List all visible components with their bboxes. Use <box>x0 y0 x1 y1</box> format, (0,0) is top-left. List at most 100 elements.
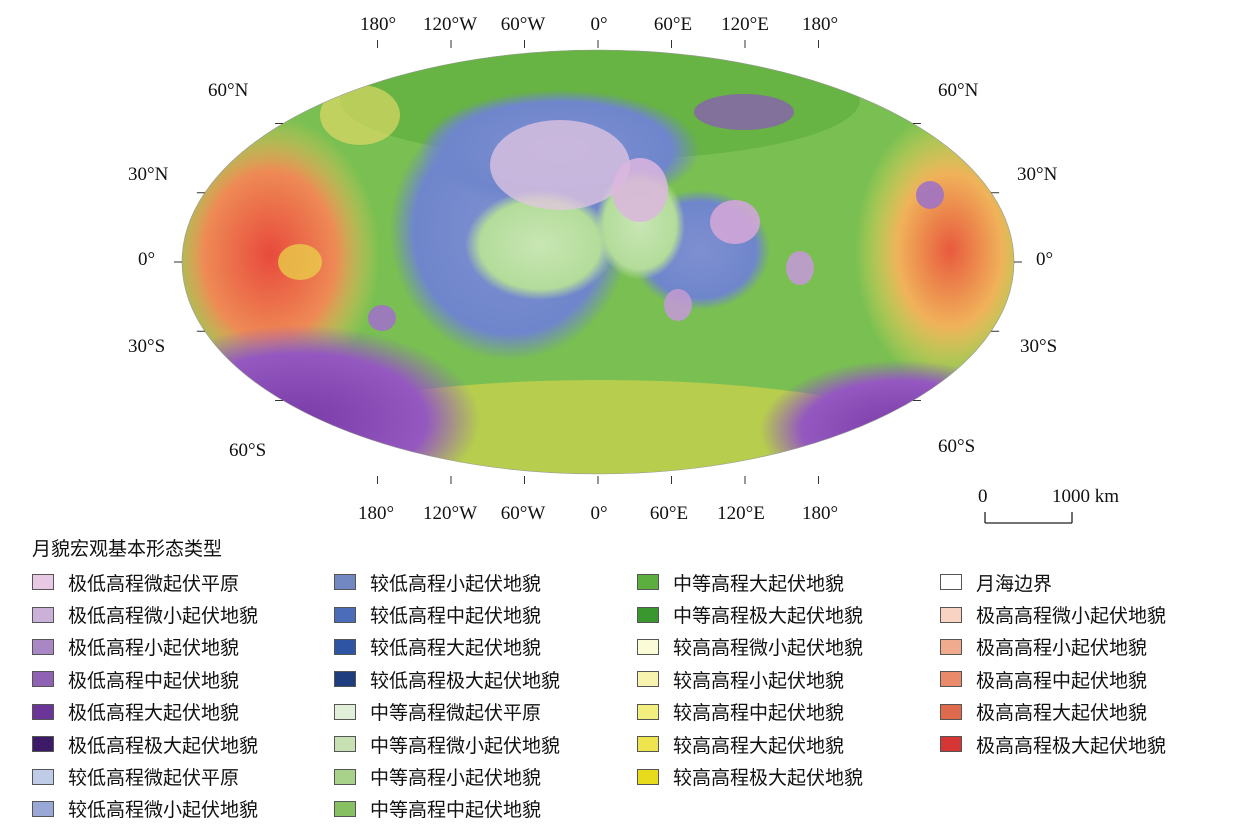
legend-swatch <box>637 606 659 623</box>
mare-smythii <box>786 251 814 285</box>
legend-swatch <box>32 638 54 655</box>
legend-swatch <box>940 606 962 623</box>
legend-swatch <box>334 606 356 623</box>
legend-swatch <box>334 638 356 655</box>
legend-title: 月貌宏观基本形态类型 <box>32 538 223 560</box>
legend-swatch <box>32 606 54 623</box>
legend-swatch <box>32 671 54 688</box>
north-west-highland <box>320 85 400 145</box>
left-lat-label: 60°N <box>208 80 249 101</box>
legend-swatch <box>637 574 659 591</box>
legend-swatch <box>940 671 962 688</box>
legend: 极低高程微起伏平原 极低高程微小起伏地貌 极低高程小起伏地貌 极低高程中起伏地貌 极低高… <box>32 566 1232 826</box>
legend-swatch <box>334 671 356 688</box>
legend-label: 极低高程微小起伏地貌 <box>68 605 259 628</box>
legend-label: 较低高程小起伏地貌 <box>370 572 542 595</box>
legend-label: 中等高程大起伏地貌 <box>673 572 845 595</box>
legend-label: 月海边界 <box>976 572 1053 595</box>
legend-item: 中等高程极大起伏地貌 <box>637 598 863 630</box>
farside-highland-west <box>182 115 380 395</box>
legend-item: 极低高程微小起伏地貌 <box>32 598 258 630</box>
top-lon-label: 180° <box>359 14 397 35</box>
legend-item: 较低高程小起伏地貌 <box>334 566 560 598</box>
bottom-lon-label: 0° <box>590 503 608 524</box>
legend-swatch <box>940 703 962 720</box>
crater-east <box>916 181 944 209</box>
mare-nectaris <box>664 289 692 321</box>
legend-item: 极高高程微小起伏地貌 <box>940 598 1166 630</box>
mare-plain <box>465 190 615 300</box>
top-lon-label: 0° <box>590 14 608 35</box>
legend-swatch <box>637 638 659 655</box>
legend-label: 极高高程中起伏地貌 <box>976 669 1148 692</box>
legend-item: 极高高程小起伏地貌 <box>940 631 1166 663</box>
legend-label: 中等高程微起伏平原 <box>370 702 542 725</box>
top-lon-label: 120°E <box>721 14 769 35</box>
legend-label: 极低高程小起伏地貌 <box>68 637 240 660</box>
legend-swatch <box>334 574 356 591</box>
legend-label: 较低高程中起伏地貌 <box>370 605 542 628</box>
legend-label: 较高高程大起伏地貌 <box>673 734 845 757</box>
legend-item: 极低高程微起伏平原 <box>32 566 258 598</box>
left-lat-label: 30°S <box>128 336 166 357</box>
legend-swatch <box>32 768 54 785</box>
legend-item: 较低高程微起伏平原 <box>32 760 258 792</box>
legend-swatch <box>637 703 659 720</box>
left-lat-label: 60°S <box>229 440 267 461</box>
right-lat-label: 30°N <box>1017 164 1058 185</box>
right-lat-label: 60°S <box>938 436 976 457</box>
right-lat-label: 30°S <box>1020 336 1058 357</box>
legend-item: 极低高程中起伏地貌 <box>32 663 258 695</box>
legend-item: 较高高程极大起伏地貌 <box>637 760 863 792</box>
bottom-lon-label: 60°W <box>500 503 546 524</box>
legend-item: 月海边界 <box>940 566 1166 598</box>
scale-start-label: 0 <box>978 486 988 507</box>
mare-serenitatis <box>612 158 668 222</box>
legend-label: 较低高程大起伏地貌 <box>370 637 542 660</box>
legend-label: 极高高程大起伏地貌 <box>976 702 1148 725</box>
legend-column: 月海边界极高高程微小起伏地貌 极高高程小起伏地貌 极高高程中起伏地貌 极高高程大起伏地… <box>940 566 1166 760</box>
south-pole-aitken-west <box>182 325 480 474</box>
bottom-lon-label: 60°E <box>649 503 689 524</box>
bottom-lon-label: 120°E <box>717 503 765 524</box>
legend-item: 极低高程大起伏地貌 <box>32 696 258 728</box>
legend-label: 较高高程微小起伏地貌 <box>673 637 864 660</box>
right-lat-label: 0° <box>1036 249 1054 270</box>
legend-item: 较低高程微小起伏地貌 <box>32 793 258 825</box>
legend-label: 较高高程中起伏地貌 <box>673 702 845 725</box>
legend-item: 中等高程微起伏平原 <box>334 696 560 728</box>
left-lat-label: 30°N <box>128 164 169 185</box>
legend-column: 较低高程小起伏地貌 较低高程中起伏地貌 较低高程大起伏地貌 较低高程极大起伏地貌 中等高… <box>334 566 560 825</box>
legend-label: 极低高程大起伏地貌 <box>68 702 240 725</box>
top-lon-label: 60°W <box>500 14 546 35</box>
legend-swatch <box>32 703 54 720</box>
legend-item: 极低高程小起伏地貌 <box>32 631 258 663</box>
top-lon-label: 60°E <box>653 14 693 35</box>
lunar-relief-map <box>174 40 1022 484</box>
legend-label: 较高高程极大起伏地貌 <box>673 767 864 790</box>
legend-column: 极低高程微起伏平原 极低高程微小起伏地貌 极低高程小起伏地貌 极低高程中起伏地貌 极低高… <box>32 566 258 825</box>
legend-swatch <box>32 800 54 817</box>
legend-label: 较低高程微起伏平原 <box>68 767 240 790</box>
legend-swatch <box>637 768 659 785</box>
north-basin <box>694 94 794 130</box>
legend-swatch <box>32 736 54 753</box>
crater-west <box>368 305 396 331</box>
legend-label: 较低高程极大起伏地貌 <box>370 669 561 692</box>
mare-crisium <box>710 200 760 244</box>
legend-label: 中等高程小起伏地貌 <box>370 767 542 790</box>
legend-swatch <box>637 736 659 753</box>
legend-label: 较低高程微小起伏地貌 <box>68 799 259 822</box>
scale-end-label: 1000 km <box>1052 486 1120 507</box>
graticule-ticks <box>174 40 1022 484</box>
legend-swatch <box>940 736 962 753</box>
legend-swatch <box>334 768 356 785</box>
legend-item: 极高高程大起伏地貌 <box>940 696 1166 728</box>
legend-item: 极低高程极大起伏地貌 <box>32 728 258 760</box>
legend-item: 极高高程中起伏地貌 <box>940 663 1166 695</box>
legend-label: 极低高程微起伏平原 <box>68 572 240 595</box>
legend-item: 中等高程小起伏地貌 <box>334 760 560 792</box>
legend-swatch <box>334 703 356 720</box>
legend-label: 极高高程小起伏地貌 <box>976 637 1148 660</box>
legend-label: 极高高程微小起伏地貌 <box>976 605 1167 628</box>
